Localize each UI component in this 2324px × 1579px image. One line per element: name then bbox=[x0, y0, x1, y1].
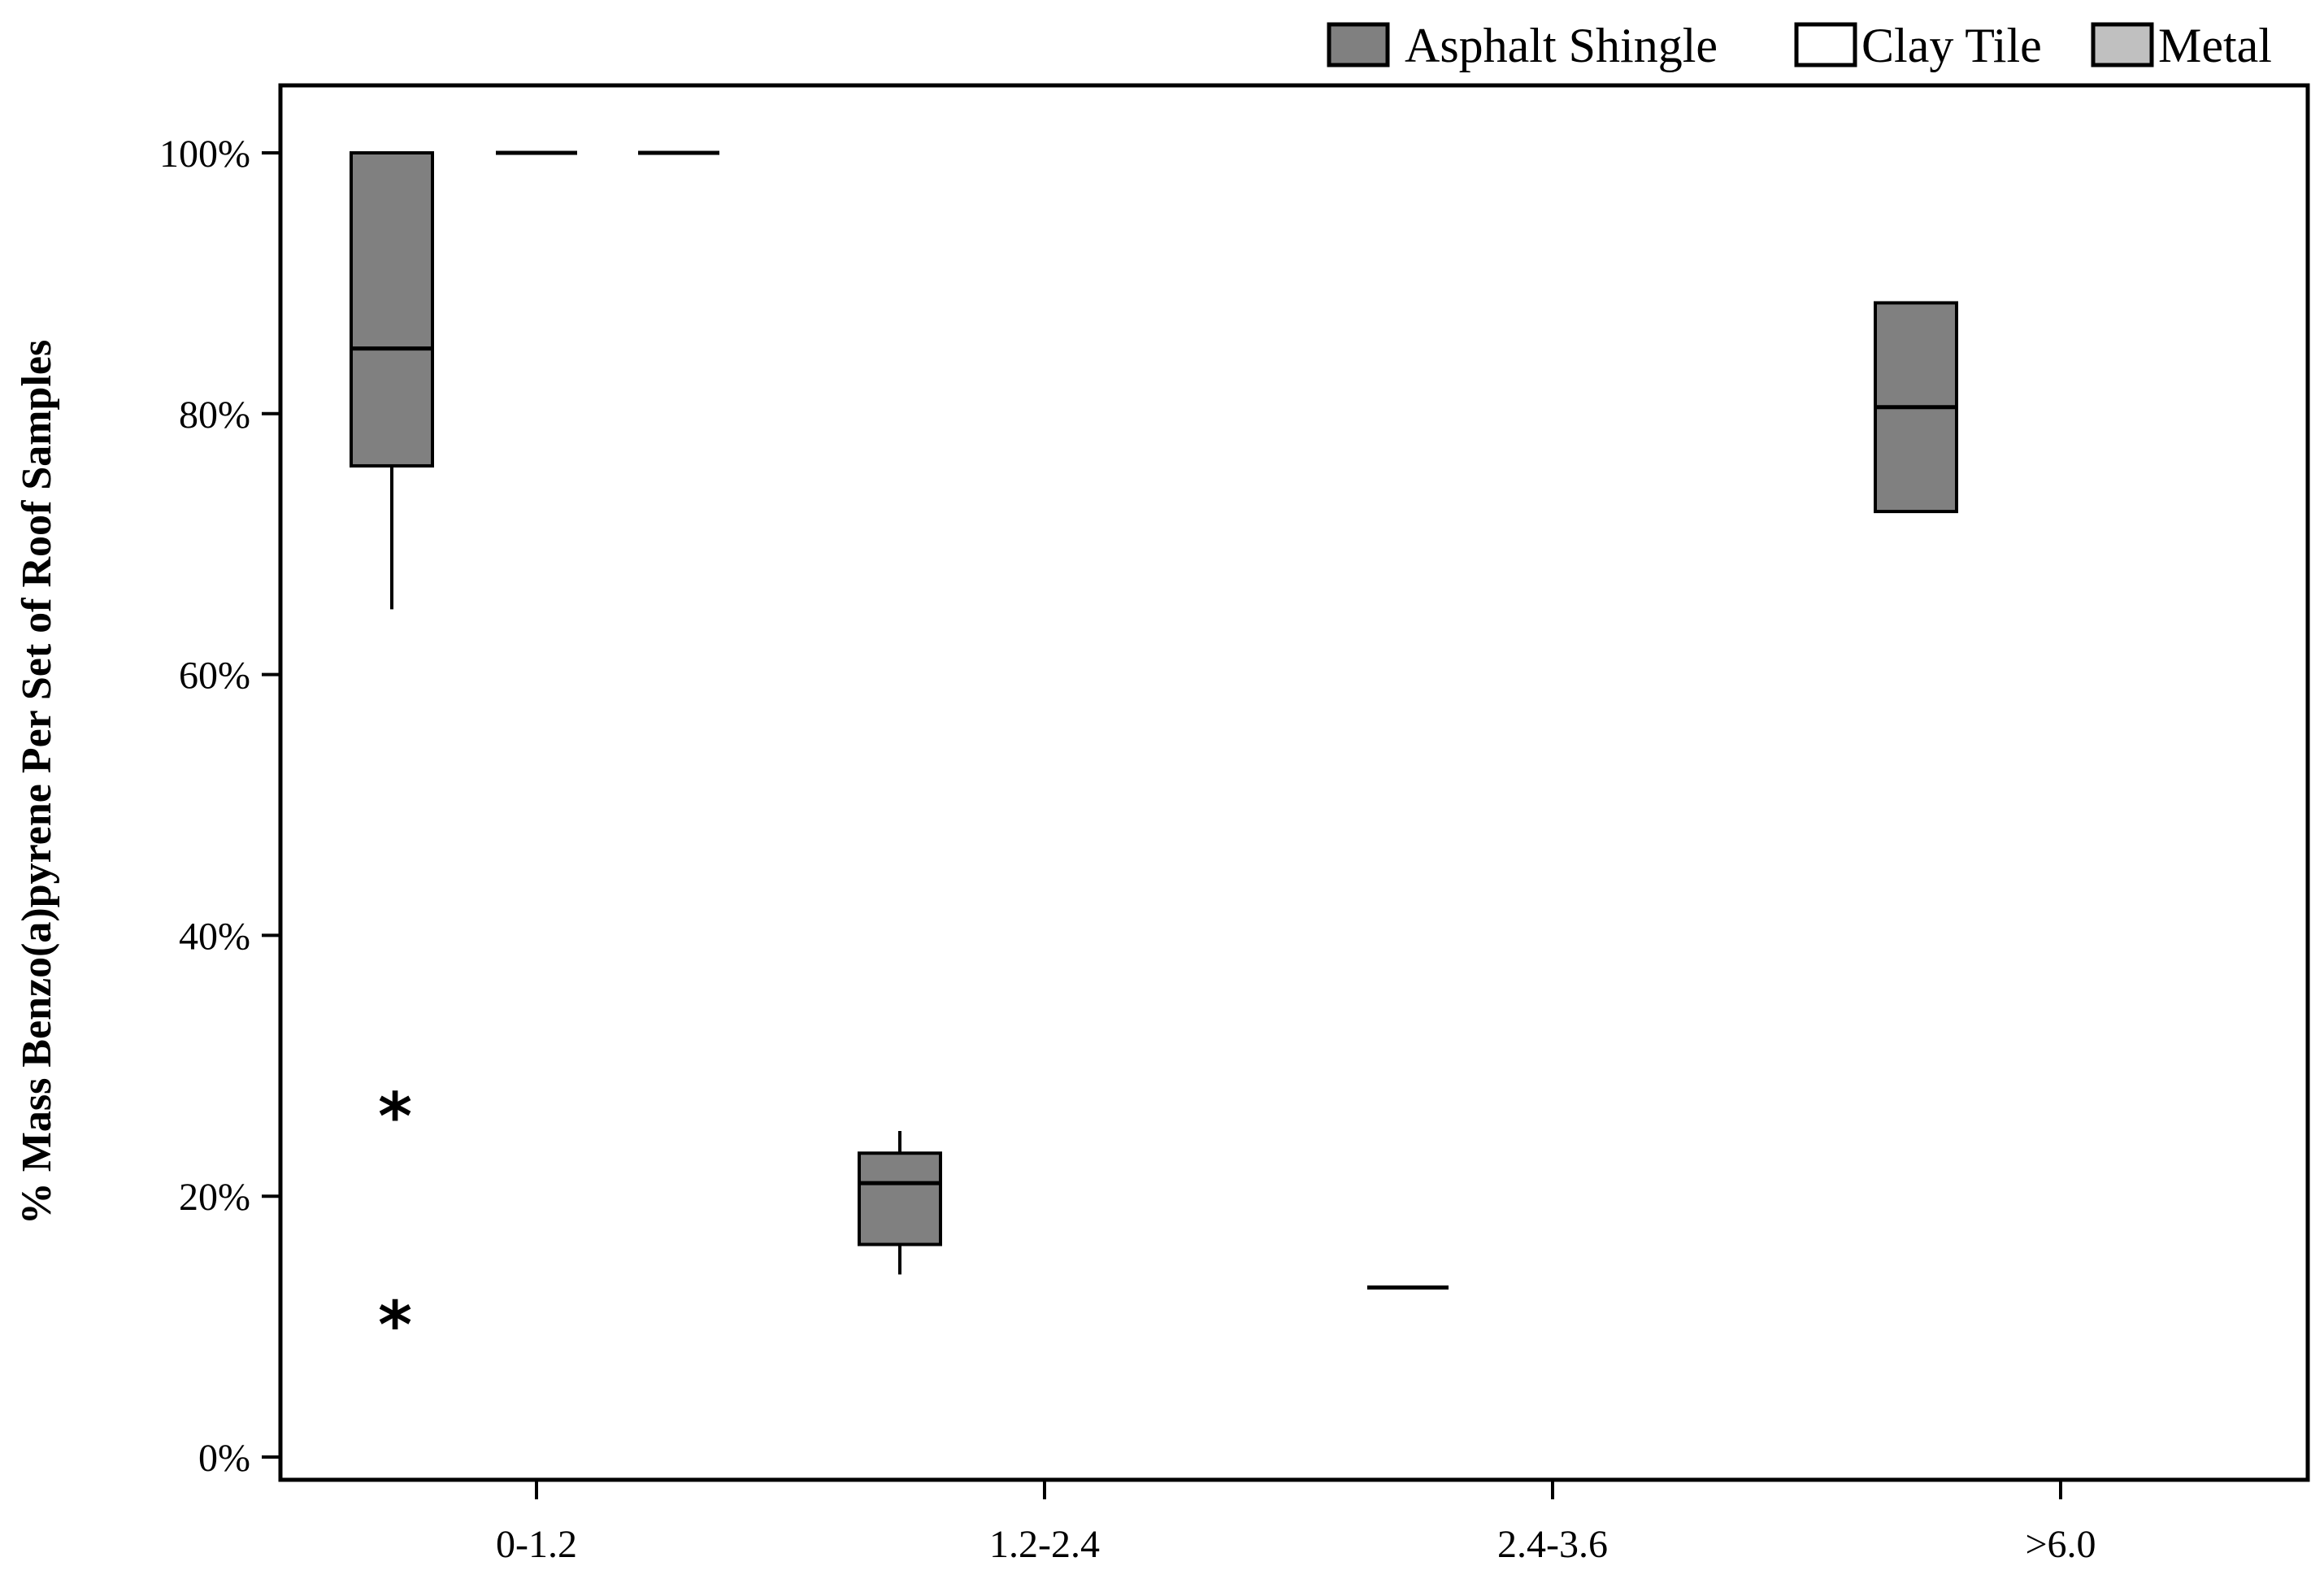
box-asphalt-shingle bbox=[858, 1131, 942, 1275]
legend-swatch bbox=[1794, 22, 1857, 67]
y-tick-label: 60% bbox=[179, 655, 250, 698]
box-body bbox=[858, 1151, 942, 1246]
y-tick-label: 20% bbox=[179, 1176, 250, 1219]
y-tick-label: 100% bbox=[159, 133, 250, 176]
outlier-marker: * bbox=[378, 1288, 412, 1364]
x-tick-label: 0-1.2 bbox=[496, 1523, 577, 1566]
outlier-marker: * bbox=[378, 1079, 412, 1155]
y-axis: 0% 20% 40% 60% 80% 100% bbox=[159, 133, 280, 1480]
legend-swatch bbox=[1327, 22, 1390, 67]
x-tick-label: 2.4-3.6 bbox=[1497, 1523, 1608, 1566]
plot-frame bbox=[278, 83, 2310, 1482]
legend: Asphalt Shingle Clay Tile Metal bbox=[1327, 19, 2272, 72]
box-body bbox=[350, 151, 434, 468]
legend-label: Asphalt Shingle bbox=[1405, 19, 1718, 72]
y-tick-label: 40% bbox=[179, 915, 250, 958]
box-asphalt-shingle: ** bbox=[350, 151, 434, 1364]
x-axis: 0-1.2 1.2-2.4 2.4-3.6 >6.0 bbox=[496, 1480, 2096, 1566]
x-tick-label: >6.0 bbox=[2025, 1523, 2096, 1566]
y-tick-label: 80% bbox=[179, 394, 250, 437]
y-tick-label: 0% bbox=[198, 1437, 250, 1480]
y-axis-label: % Mass Benzo(a)pyrene Per Set of Roof Sa… bbox=[14, 340, 60, 1225]
legend-swatch bbox=[2091, 22, 2154, 67]
box-asphalt-shingle bbox=[1874, 301, 1958, 514]
legend-label: Clay Tile bbox=[1861, 19, 2042, 72]
x-tick-label: 1.2-2.4 bbox=[989, 1523, 1100, 1566]
legend-label: Metal bbox=[2158, 19, 2272, 72]
boxes: ** bbox=[350, 150, 1958, 1364]
